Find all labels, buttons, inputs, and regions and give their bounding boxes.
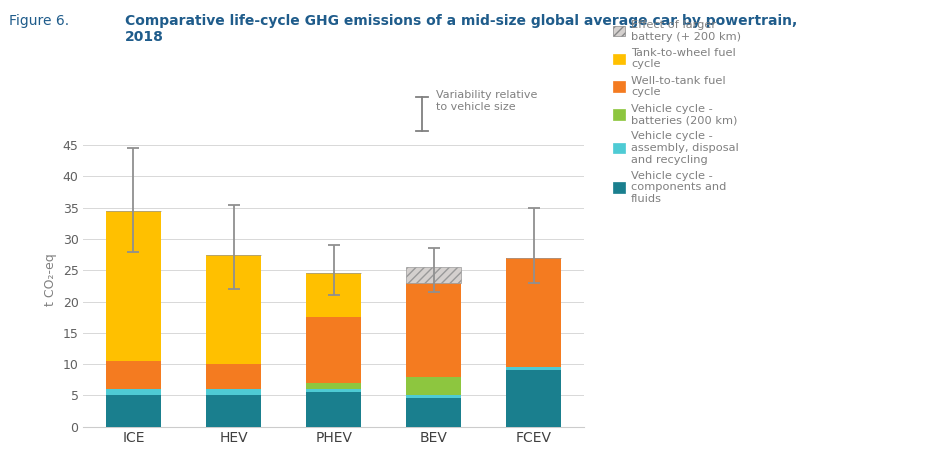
Bar bbox=[506, 367, 562, 370]
Bar bbox=[506, 258, 562, 367]
Bar bbox=[206, 255, 261, 364]
Bar bbox=[406, 376, 462, 395]
Bar bbox=[406, 267, 462, 283]
Bar bbox=[406, 395, 462, 399]
Bar bbox=[306, 389, 362, 392]
Legend: Effect of larger
battery (+ 200 km), Tank-to-wheel fuel
cycle, Well-to-tank fuel: Effect of larger battery (+ 200 km), Tan… bbox=[613, 20, 741, 204]
Bar bbox=[306, 383, 362, 389]
Bar bbox=[506, 370, 562, 427]
Text: Comparative life-cycle GHG emissions of a mid-size global average car by powertr: Comparative life-cycle GHG emissions of … bbox=[125, 14, 797, 45]
Bar bbox=[306, 317, 362, 383]
Y-axis label: t CO₂-eq: t CO₂-eq bbox=[44, 253, 57, 306]
Bar bbox=[206, 389, 261, 395]
Bar bbox=[206, 395, 261, 427]
Text: Variability relative
to vehicle size: Variability relative to vehicle size bbox=[436, 90, 537, 112]
Text: Figure 6.: Figure 6. bbox=[9, 14, 70, 28]
Bar bbox=[106, 211, 161, 361]
Bar bbox=[306, 273, 362, 317]
Bar bbox=[306, 392, 362, 427]
Bar bbox=[406, 399, 462, 427]
Bar bbox=[106, 389, 161, 395]
Bar bbox=[406, 283, 462, 376]
Bar bbox=[106, 361, 161, 389]
Bar bbox=[106, 395, 161, 427]
Bar bbox=[206, 364, 261, 389]
